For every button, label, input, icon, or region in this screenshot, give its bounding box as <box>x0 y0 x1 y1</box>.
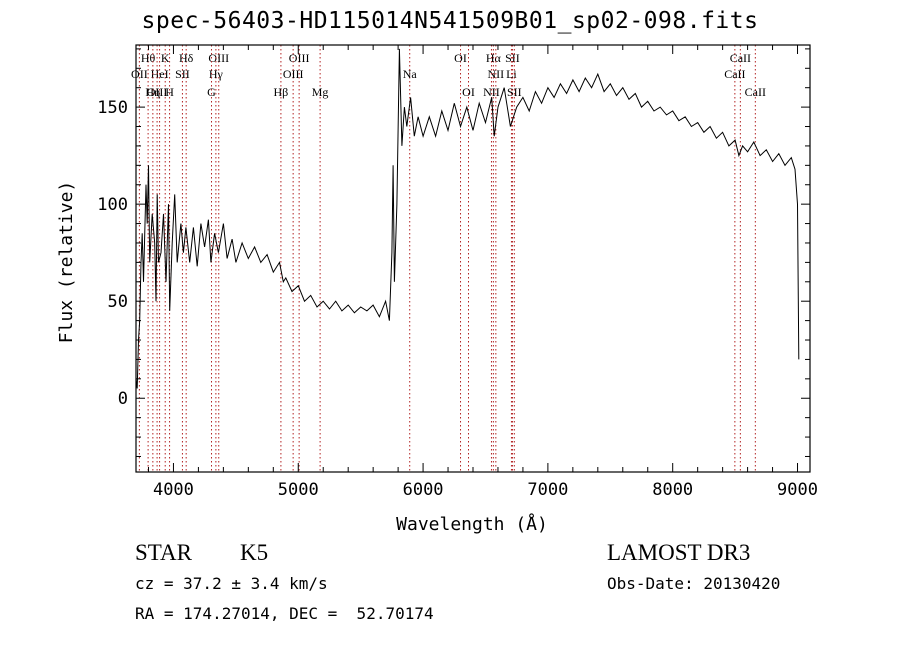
marker-label: Mg <box>312 85 329 99</box>
marker-label: OI <box>462 85 475 99</box>
marker-label: OI <box>454 51 467 65</box>
marker-label: OIII <box>147 85 168 99</box>
marker-label: G <box>207 85 216 99</box>
object-class: STAR <box>135 540 192 565</box>
x-tick-label: 9000 <box>777 480 818 500</box>
marker-label: Hα <box>486 51 502 65</box>
y-tick-label: 100 <box>97 195 128 215</box>
marker-label: Li <box>506 67 517 81</box>
marker-label: SII <box>507 85 522 99</box>
marker-label: Hβ <box>274 85 289 99</box>
marker-label: OIII <box>289 51 310 65</box>
y-axis-label: Flux (relative) <box>56 181 77 344</box>
y-tick-label: 0 <box>118 389 128 409</box>
marker-label: SII <box>175 67 190 81</box>
marker-label: Hη <box>145 85 160 99</box>
marker-label: OIII <box>208 51 229 65</box>
marker-label: Hγ <box>209 67 224 81</box>
marker-label: NII <box>488 67 505 81</box>
marker-label: OIII <box>283 67 304 81</box>
marker-label: K <box>161 51 170 65</box>
object-subclass: K5 <box>240 540 269 565</box>
marker-label: CaII <box>745 85 766 99</box>
survey-name: LAMOST DR3 <box>607 540 751 565</box>
y-tick-label: 150 <box>97 98 128 118</box>
x-tick-label: 7000 <box>527 480 568 500</box>
marker-label: CaII <box>730 51 751 65</box>
marker-label: Na <box>403 67 418 81</box>
marker-label: OII <box>131 67 148 81</box>
x-tick-label: 6000 <box>403 480 444 500</box>
marker-label: CaII <box>724 67 745 81</box>
x-tick-label: 8000 <box>652 480 693 500</box>
marker-label: HeI <box>151 67 169 81</box>
spectrum-series-line <box>135 48 800 389</box>
observation-date: Obs-Date: 20130420 <box>607 574 781 593</box>
marker-label: SII <box>505 51 520 65</box>
x-axis-label: Wavelength (Å) <box>396 513 548 535</box>
sky-coordinates: RA = 174.27014, DEC = 52.70174 <box>135 604 434 623</box>
chart-title: spec-56403-HD115014N541509B01_sp02-098.f… <box>141 8 759 34</box>
x-tick-label: 5000 <box>278 480 319 500</box>
marker-label: Hδ <box>179 51 194 65</box>
marker-label: NII <box>483 85 500 99</box>
x-tick-label: 4000 <box>153 480 194 500</box>
y-tick-label: 50 <box>108 292 128 312</box>
marker-label: Hθ <box>141 51 156 65</box>
axes: 4000 5000 6000 7000 8000 9000 0 50 100 150 <box>97 44 818 500</box>
redshift-velocity: cz = 37.2 ± 3.4 km/s <box>135 574 328 593</box>
marker-label: H <box>165 85 174 99</box>
